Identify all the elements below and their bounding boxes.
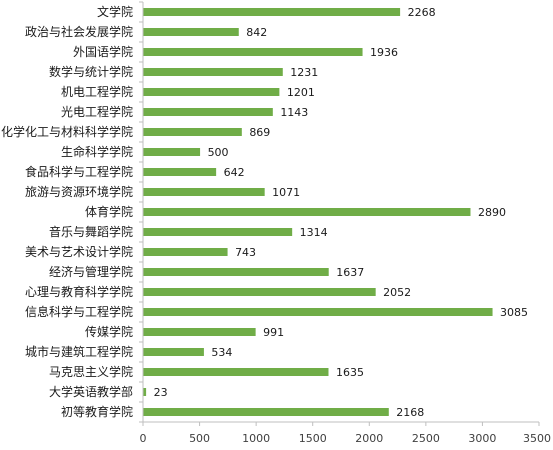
category-label: 机电工程学院 — [61, 84, 133, 99]
bar — [143, 268, 329, 276]
category-label: 光电工程学院 — [61, 104, 133, 119]
bars: 2268 842 1936 1231 1201 1143 869 500 642 1071 2890… — [143, 6, 528, 419]
category-label: 食品科学与工程学院 — [25, 164, 133, 179]
value-tick-label: 0 — [140, 432, 147, 445]
bar — [143, 28, 239, 36]
category-label: 初等教育学院 — [61, 404, 133, 419]
data-label: 1071 — [272, 186, 300, 199]
data-label: 534 — [211, 346, 232, 359]
data-label: 1231 — [290, 66, 318, 79]
bar — [143, 328, 256, 336]
value-tick-label: 1500 — [299, 432, 327, 445]
bar — [143, 8, 401, 16]
bar — [143, 128, 242, 136]
data-label: 743 — [235, 246, 256, 259]
bar — [143, 208, 471, 216]
bar — [143, 108, 273, 116]
bar — [143, 368, 329, 376]
value-tick-label: 3000 — [468, 432, 496, 445]
bar — [143, 308, 493, 316]
category-label: 经济与管理学院 — [49, 264, 133, 279]
category-axis: 文学院政治与社会发展学院外国语学院数学与统计学院机电工程学院光电工程学院化学化工… — [1, 1, 144, 423]
data-label: 3085 — [500, 306, 528, 319]
category-label: 生命科学学院 — [61, 144, 133, 159]
value-tick-label: 1000 — [242, 432, 270, 445]
value-axis: 0 500 1000 1500 2000 2500 3000 3500 — [140, 421, 551, 445]
bar — [143, 408, 389, 416]
bar — [143, 348, 204, 356]
data-label: 991 — [263, 326, 284, 339]
category-label: 化学化工与材料科学学院 — [1, 124, 133, 139]
data-label: 642 — [224, 166, 245, 179]
data-label: 2890 — [478, 206, 506, 219]
bar — [143, 248, 228, 256]
value-tick-label: 2000 — [355, 432, 383, 445]
bar — [143, 88, 280, 96]
category-label: 数学与统计学院 — [49, 64, 133, 79]
value-tick-label: 500 — [189, 432, 210, 445]
data-label: 1936 — [370, 46, 398, 59]
bar — [143, 168, 217, 176]
category-label: 美术与艺术设计学院 — [25, 244, 133, 259]
category-label: 城市与建筑工程学院 — [25, 344, 133, 359]
category-label: 信息科学与工程学院 — [25, 304, 133, 319]
data-label: 1314 — [300, 226, 328, 239]
data-label: 842 — [246, 26, 267, 39]
category-label: 马克思主义学院 — [49, 364, 133, 379]
category-label: 文学院 — [97, 4, 133, 19]
category-label: 旅游与资源环境学院 — [25, 184, 133, 199]
data-label: 2168 — [396, 406, 424, 419]
data-label: 869 — [249, 126, 270, 139]
value-tick-label: 3500 — [523, 432, 551, 445]
data-label: 500 — [208, 146, 229, 159]
category-label: 音乐与舞蹈学院 — [49, 224, 133, 239]
category-label: 外国语学院 — [73, 44, 133, 59]
data-label: 1637 — [336, 266, 364, 279]
data-label: 1143 — [280, 106, 308, 119]
category-label: 政治与社会发展学院 — [25, 24, 133, 39]
bar — [143, 388, 147, 396]
category-label: 大学英语教学部 — [49, 384, 133, 399]
category-label: 传媒学院 — [85, 324, 133, 339]
data-label: 23 — [154, 386, 168, 399]
category-label: 心理与教育科学学院 — [25, 284, 133, 299]
bar — [143, 188, 265, 196]
data-label: 1201 — [287, 86, 315, 99]
value-tick-label: 2500 — [412, 432, 440, 445]
data-label: 2268 — [408, 6, 436, 19]
data-label: 1635 — [336, 366, 364, 379]
bar — [143, 68, 283, 76]
category-label: 体育学院 — [85, 204, 133, 219]
data-label: 2052 — [383, 286, 411, 299]
bar — [143, 288, 376, 296]
bar — [143, 228, 293, 236]
bar — [143, 148, 201, 156]
bar — [143, 48, 363, 56]
